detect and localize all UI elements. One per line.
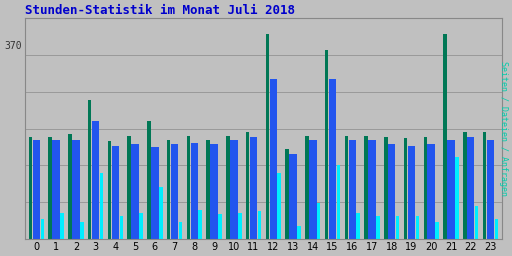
Bar <box>435 222 439 239</box>
Bar <box>258 211 261 239</box>
Bar <box>297 226 301 239</box>
Bar <box>396 216 399 239</box>
Bar <box>159 187 162 239</box>
Bar <box>127 136 131 239</box>
Bar <box>92 121 99 239</box>
Bar <box>337 165 340 239</box>
Bar <box>60 213 64 239</box>
Bar <box>475 206 478 239</box>
Bar <box>119 216 123 239</box>
Bar <box>29 137 32 239</box>
Bar <box>365 136 368 239</box>
Bar <box>80 222 83 239</box>
Bar <box>246 132 249 239</box>
Bar <box>68 134 72 239</box>
Bar <box>384 137 388 239</box>
Bar <box>376 216 380 239</box>
Bar <box>428 144 435 239</box>
Bar <box>88 100 92 239</box>
Bar <box>266 34 269 239</box>
Bar <box>285 149 289 239</box>
Bar <box>356 213 360 239</box>
Bar <box>483 132 486 239</box>
Bar <box>100 173 103 239</box>
Bar <box>190 143 198 239</box>
Bar <box>147 121 151 239</box>
Bar <box>269 79 277 239</box>
Bar <box>139 213 143 239</box>
Bar <box>206 140 210 239</box>
Bar <box>423 137 427 239</box>
Bar <box>238 213 242 239</box>
Bar <box>325 50 328 239</box>
Bar <box>210 144 218 239</box>
Bar <box>230 140 238 239</box>
Bar <box>447 140 455 239</box>
Bar <box>443 34 447 239</box>
Bar <box>171 144 178 239</box>
Bar <box>404 138 408 239</box>
Bar <box>345 136 348 239</box>
Bar <box>349 140 356 239</box>
Bar <box>49 137 52 239</box>
Bar <box>495 219 498 239</box>
Bar <box>309 140 316 239</box>
Bar <box>199 210 202 239</box>
Bar <box>487 140 494 239</box>
Bar <box>368 140 376 239</box>
Bar <box>278 173 281 239</box>
Bar <box>329 79 336 239</box>
Bar <box>33 140 40 239</box>
Bar <box>72 140 80 239</box>
Bar <box>305 135 309 239</box>
Bar <box>179 222 182 239</box>
Bar <box>167 140 170 239</box>
Text: Stunden-Statistik im Monat Juli 2018: Stunden-Statistik im Monat Juli 2018 <box>25 4 294 17</box>
Bar <box>455 157 459 239</box>
Bar <box>467 137 475 239</box>
Bar <box>226 135 230 239</box>
Bar <box>187 136 190 239</box>
Bar <box>416 216 419 239</box>
Bar <box>108 141 111 239</box>
Bar <box>40 219 44 239</box>
Bar <box>112 145 119 239</box>
Bar <box>250 137 258 239</box>
Bar <box>218 214 222 239</box>
Bar <box>388 144 395 239</box>
Y-axis label: Seiten / Dateien / Anfragen: Seiten / Dateien / Anfragen <box>499 61 508 196</box>
Bar <box>289 154 297 239</box>
Bar <box>317 203 321 239</box>
Bar <box>463 132 466 239</box>
Bar <box>52 140 60 239</box>
Bar <box>132 144 139 239</box>
Bar <box>151 147 159 239</box>
Bar <box>408 145 415 239</box>
